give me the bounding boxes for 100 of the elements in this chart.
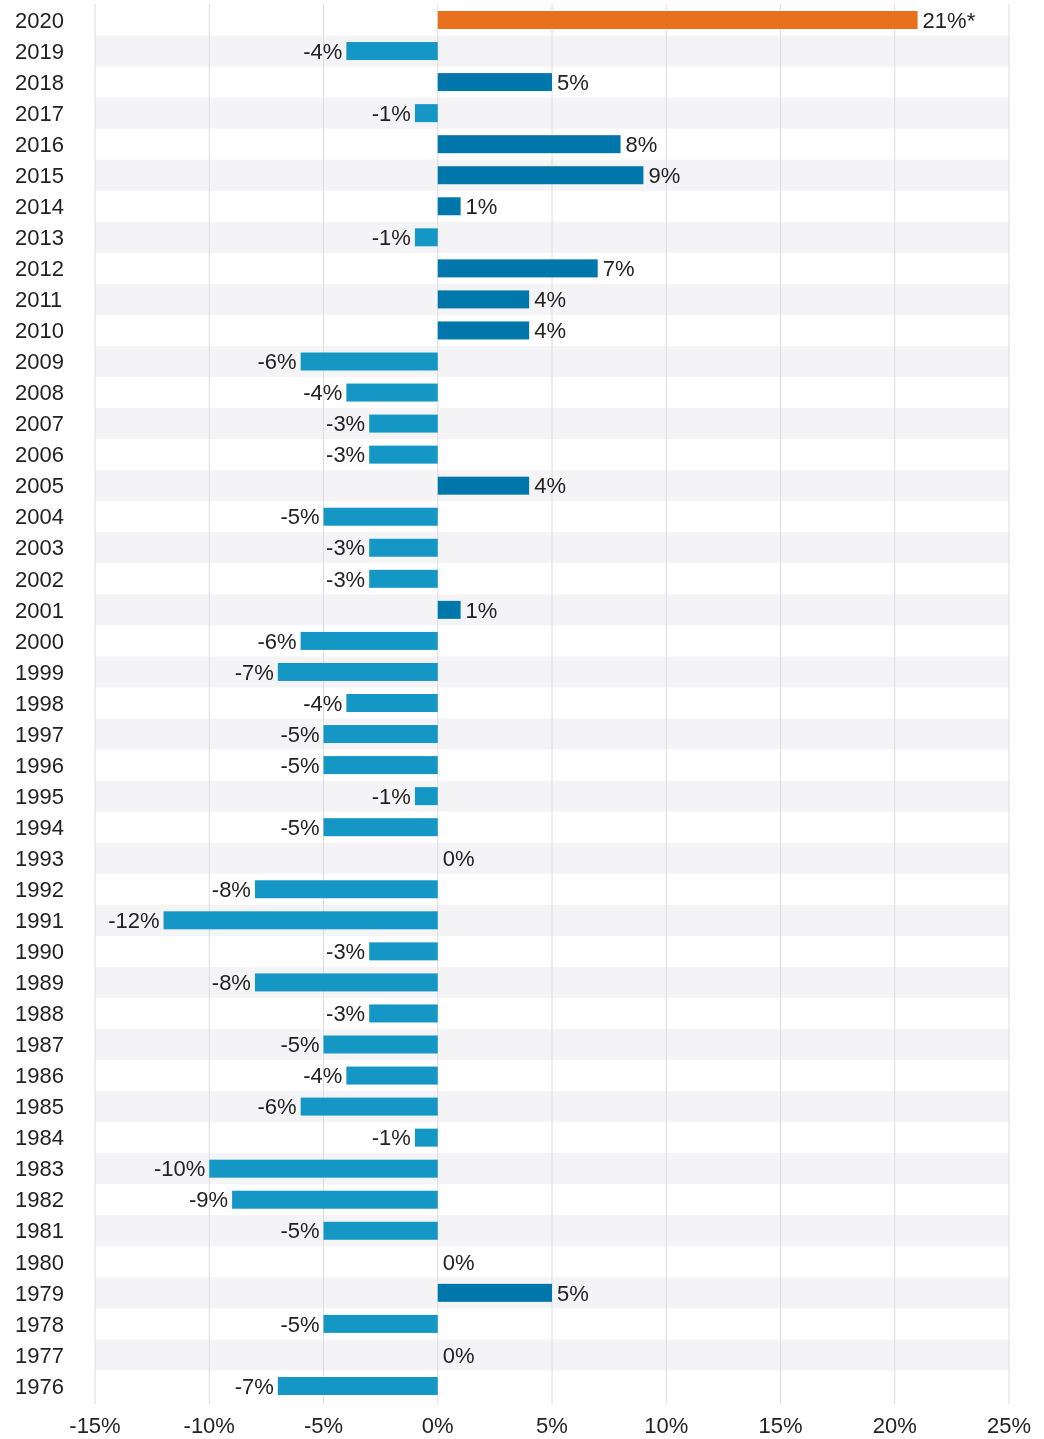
bar xyxy=(277,662,438,681)
x-tick-label: 5% xyxy=(536,1412,568,1438)
bar xyxy=(437,321,530,340)
data-label: -5% xyxy=(280,721,320,747)
data-label: 8% xyxy=(625,131,658,157)
bar xyxy=(437,11,918,29)
bar xyxy=(346,42,438,61)
bar xyxy=(323,1035,438,1054)
data-label: -4% xyxy=(303,690,343,716)
data-label: -3% xyxy=(326,566,366,592)
data-label: -7% xyxy=(234,659,274,685)
data-label: -5% xyxy=(280,1032,320,1058)
y-tick-label: 1984 xyxy=(15,1125,64,1151)
data-label: -3% xyxy=(326,1001,366,1027)
y-tick-label: 1989 xyxy=(15,970,64,996)
data-label: -4% xyxy=(303,1063,343,1089)
data-label: 9% xyxy=(648,162,681,188)
bar xyxy=(277,1377,438,1395)
data-label: -7% xyxy=(234,1373,274,1399)
y-tick-label: 2007 xyxy=(15,411,64,437)
y-tick-label: 1996 xyxy=(15,752,64,778)
bar xyxy=(414,104,438,123)
y-tick-label: 1986 xyxy=(15,1063,64,1089)
data-label: 1% xyxy=(465,193,498,219)
y-tick-label: 2012 xyxy=(15,256,64,282)
bar xyxy=(323,756,438,775)
y-tick-label: 2006 xyxy=(15,442,64,468)
data-label: -1% xyxy=(371,100,411,126)
data-label: 0% xyxy=(442,1249,475,1275)
data-label: 4% xyxy=(534,318,566,344)
data-label: 1% xyxy=(465,597,498,623)
y-tick-label: 1991 xyxy=(15,908,64,934)
y-tick-label: 2009 xyxy=(15,349,64,375)
bar xyxy=(369,414,438,433)
y-tick-label: 1997 xyxy=(15,721,64,747)
bar xyxy=(323,1314,438,1333)
y-tick-label: 2001 xyxy=(15,597,64,623)
data-label: 5% xyxy=(557,69,589,95)
y-tick-label: 1987 xyxy=(15,1032,64,1058)
y-tick-label: 2003 xyxy=(15,535,64,561)
y-tick-label: 2010 xyxy=(15,318,64,344)
data-label: -8% xyxy=(211,876,251,902)
bar xyxy=(437,166,644,185)
data-label: -3% xyxy=(326,535,366,561)
bar xyxy=(163,911,438,930)
bar xyxy=(346,383,438,402)
bar xyxy=(323,725,438,744)
data-label: -5% xyxy=(280,504,320,530)
data-label: -1% xyxy=(371,1125,411,1151)
y-tick-label: 1978 xyxy=(15,1311,64,1337)
bar xyxy=(254,973,438,992)
x-tick-label: 20% xyxy=(872,1412,917,1438)
data-label: -8% xyxy=(211,970,251,996)
data-label: -3% xyxy=(326,411,366,437)
bar xyxy=(323,818,438,837)
y-tick-label: 2000 xyxy=(15,628,64,654)
bar xyxy=(254,880,438,899)
data-label: 0% xyxy=(442,1342,475,1368)
bar xyxy=(414,1128,438,1147)
y-tick-label: 1979 xyxy=(15,1280,64,1306)
data-label: 0% xyxy=(442,845,475,871)
data-label: -6% xyxy=(257,349,297,375)
bar xyxy=(414,787,438,806)
y-tick-label: 1988 xyxy=(15,1001,64,1027)
data-label: -10% xyxy=(153,1156,206,1182)
bar xyxy=(437,197,461,216)
data-label: -1% xyxy=(371,783,411,809)
bar xyxy=(437,290,530,309)
data-label: -12% xyxy=(108,908,160,934)
data-label: 7% xyxy=(602,256,635,282)
bar xyxy=(437,1283,552,1302)
y-tick-label: 1981 xyxy=(15,1218,64,1244)
bar xyxy=(300,1097,438,1116)
bar xyxy=(300,631,438,650)
x-tick-label: 10% xyxy=(644,1412,689,1438)
data-label: -9% xyxy=(188,1187,229,1213)
data-label: 4% xyxy=(534,287,566,313)
bar xyxy=(414,228,438,247)
x-tick-label: 15% xyxy=(758,1412,803,1438)
x-tick-label: -10% xyxy=(183,1412,235,1438)
y-tick-label: 1976 xyxy=(15,1373,64,1399)
data-label: -5% xyxy=(280,1311,320,1337)
y-tick-label: 1982 xyxy=(15,1187,64,1213)
y-tick-label: 2018 xyxy=(15,69,64,95)
data-label: -3% xyxy=(326,939,366,965)
bar xyxy=(323,507,438,526)
y-tick-label: 2015 xyxy=(15,162,64,188)
bar xyxy=(369,445,438,464)
data-label: -5% xyxy=(280,1218,320,1244)
bar xyxy=(369,942,438,961)
data-label: -6% xyxy=(257,628,297,654)
y-tick-label: 1990 xyxy=(15,939,64,965)
data-label: -3% xyxy=(326,442,366,468)
y-tick-label: 1992 xyxy=(15,876,64,902)
bar xyxy=(300,352,438,371)
y-tick-label: 2004 xyxy=(15,504,64,530)
bar xyxy=(369,538,438,557)
y-tick-label: 2002 xyxy=(15,566,64,592)
bar xyxy=(346,694,438,712)
y-tick-label: 2008 xyxy=(15,380,64,406)
